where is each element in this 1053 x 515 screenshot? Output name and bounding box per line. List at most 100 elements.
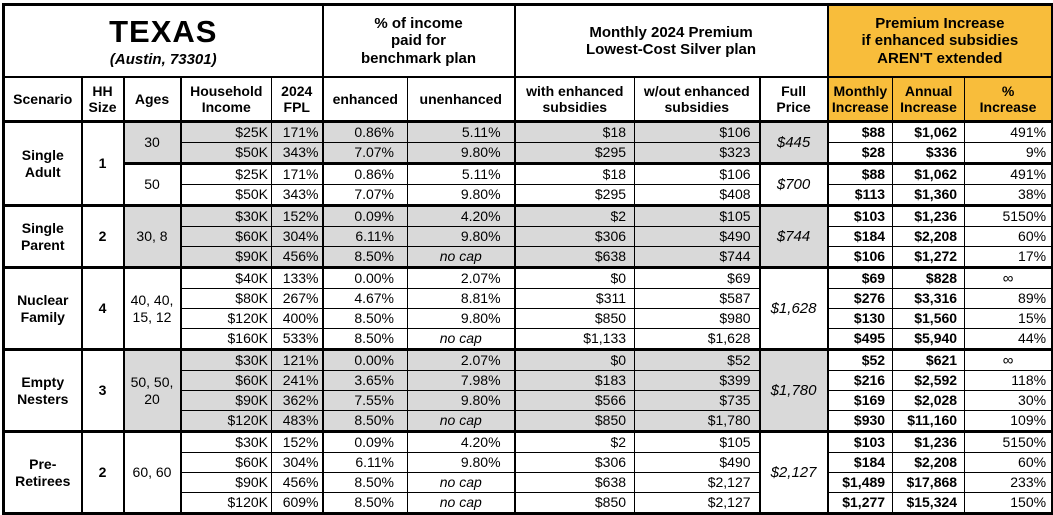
hh-size-cell: 3 [81,348,125,432]
pct-increase-cell: ∞ [964,348,1053,371]
household-income-cell: $120K [180,410,272,432]
col-header-with-subsidies: with enhanced subsidies [514,76,636,123]
ages-cell: 30 [123,120,182,164]
household-income-cell: $90K [180,472,272,493]
fpl-cell: 152% [270,430,324,453]
unenhanced-pct-cell: 9.80% [407,308,516,329]
fpl-cell: 304% [270,452,324,473]
monthly-increase-cell: $216 [827,370,894,391]
premium-comparison-table: TEXAS (Austin, 73301) % of income paid f… [2,3,1053,515]
fpl-cell: 609% [270,492,324,514]
premium-without-subsidies-cell: $52 [634,348,761,371]
pct-increase-cell: 60% [964,226,1053,247]
hh-size-cell: 1 [81,120,125,206]
table-row: $90K 362% 7.55% 9.80% $566 $735 $169 $2,028 30% [4,390,1053,411]
premium-without-subsidies-cell: $1,628 [634,328,761,350]
premium-with-subsidies-cell: $18 [514,120,636,143]
unenhanced-pct-cell: 4.20% [407,430,516,453]
household-income-cell: $60K [180,226,272,247]
premium-with-subsidies-cell: $0 [514,348,636,371]
hh-size-cell: 2 [81,430,125,514]
premium-with-subsidies-cell: $566 [514,390,636,411]
monthly-increase-cell: $276 [827,288,894,309]
household-income-cell: $80K [180,288,272,309]
unenhanced-pct-cell: 9.80% [407,390,516,411]
premium-with-subsidies-cell: $183 [514,370,636,391]
annual-increase-cell: $15,324 [892,492,966,514]
enhanced-pct-cell: 6.11% [322,452,409,473]
fpl-cell: 456% [270,472,324,493]
enhanced-pct-cell: 0.86% [322,162,409,185]
unenhanced-pct-cell: 2.07% [407,348,516,371]
household-income-cell: $30K [180,204,272,227]
col-header-scenario: Scenario [3,76,83,123]
annual-increase-cell: $828 [892,266,966,289]
pct-increase-cell: 38% [964,184,1053,206]
premium-with-subsidies-cell: $295 [514,142,636,164]
table-title: TEXAS (Austin, 73301) [2,4,324,78]
full-price-cell: $700 [759,162,829,206]
monthly-increase-cell: $113 [827,184,894,206]
unenhanced-pct-cell: 4.20% [407,204,516,227]
premium-without-subsidies-cell: $744 [634,246,761,268]
col-header-enhanced: enhanced [322,76,409,123]
enhanced-pct-cell: 0.00% [322,348,409,371]
premium-without-subsidies-cell: $1,780 [634,410,761,432]
section-header-income-pct: % of income paid for benchmark plan [322,4,516,78]
household-income-cell: $160K [180,328,272,350]
premium-without-subsidies-cell: $105 [634,204,761,227]
premium-with-subsidies-cell: $306 [514,452,636,473]
full-price-cell: $445 [759,120,829,164]
household-income-cell: $25K [180,162,272,185]
unenhanced-pct-cell: 5.11% [407,162,516,185]
pct-increase-cell: 5150% [964,204,1053,227]
section-header-premium: Monthly 2024 Premium Lowest-Cost Silver … [514,4,829,78]
table-title-row: TEXAS (Austin, 73301) % of income paid f… [2,4,1053,78]
monthly-increase-cell: $69 [827,266,894,289]
unenhanced-pct-cell: 9.80% [407,184,516,206]
monthly-increase-cell: $184 [827,452,894,473]
table-body: Single Adult 1 30 $25K 171% 0.86% 5.11% $18 $106… [3,120,1053,514]
table-row: $120K 483% 8.50% no cap $850 $1,780 $930 $11,16… [4,410,1053,432]
enhanced-pct-cell: 7.07% [322,184,409,206]
annual-increase-cell: $2,592 [892,370,966,391]
ages-cell: 50, 50, 20 [123,348,182,432]
monthly-increase-cell: $106 [827,246,894,268]
premium-with-subsidies-cell: $1,133 [514,328,636,350]
premium-with-subsidies-cell: $295 [514,184,636,206]
annual-increase-cell: $2,208 [892,452,966,473]
household-income-cell: $30K [180,430,272,453]
col-header-2024-fpl: 2024 FPL [270,76,324,123]
section-header-increase: Premium Increase if enhanced subsidies A… [827,4,1053,78]
monthly-increase-cell: $930 [827,410,894,432]
unenhanced-pct-cell: no cap [407,492,516,514]
pct-increase-cell: ∞ [964,266,1053,289]
unenhanced-pct-cell: 2.07% [407,266,516,289]
col-header-pct-increase: % Increase [964,76,1053,123]
state-title: TEXAS [109,13,218,49]
premium-with-subsidies-cell: $0 [514,266,636,289]
pct-increase-cell: 491% [964,162,1053,185]
annual-increase-cell: $2,028 [892,390,966,411]
table-row: $60K 304% 6.11% 9.80% $306 $490 $184 $2,208 60% [4,226,1053,247]
premium-without-subsidies-cell: $408 [634,184,761,206]
pct-increase-cell: 233% [964,472,1053,493]
monthly-increase-cell: $169 [827,390,894,411]
fpl-cell: 121% [270,348,324,371]
col-header-monthly-increase: Monthly Increase [827,76,894,123]
scenario-cell: Nuclear Family [3,266,83,350]
col-header-without-subsidies: w/out enhanced subsidies [634,76,761,123]
table-row: $90K 456% 8.50% no cap $638 $744 $106 $1,272 17% [4,246,1053,268]
table-row: $80K 267% 4.67% 8.81% $311 $587 $276 $3,316 89% [4,288,1053,309]
premium-without-subsidies-cell: $2,127 [634,492,761,514]
monthly-increase-cell: $52 [827,348,894,371]
ages-cell: 30, 8 [123,204,182,268]
unenhanced-pct-cell: 9.80% [407,226,516,247]
fpl-cell: 171% [270,120,324,143]
full-price-cell: $1,780 [759,348,829,432]
table-row: 50 $25K 171% 0.86% 5.11% $18 $106 $700 $88 $1,062… [4,162,1053,206]
monthly-increase-cell: $103 [827,430,894,453]
annual-increase-cell: $336 [892,142,966,164]
enhanced-pct-cell: 0.00% [322,266,409,289]
annual-increase-cell: $1,062 [892,120,966,143]
